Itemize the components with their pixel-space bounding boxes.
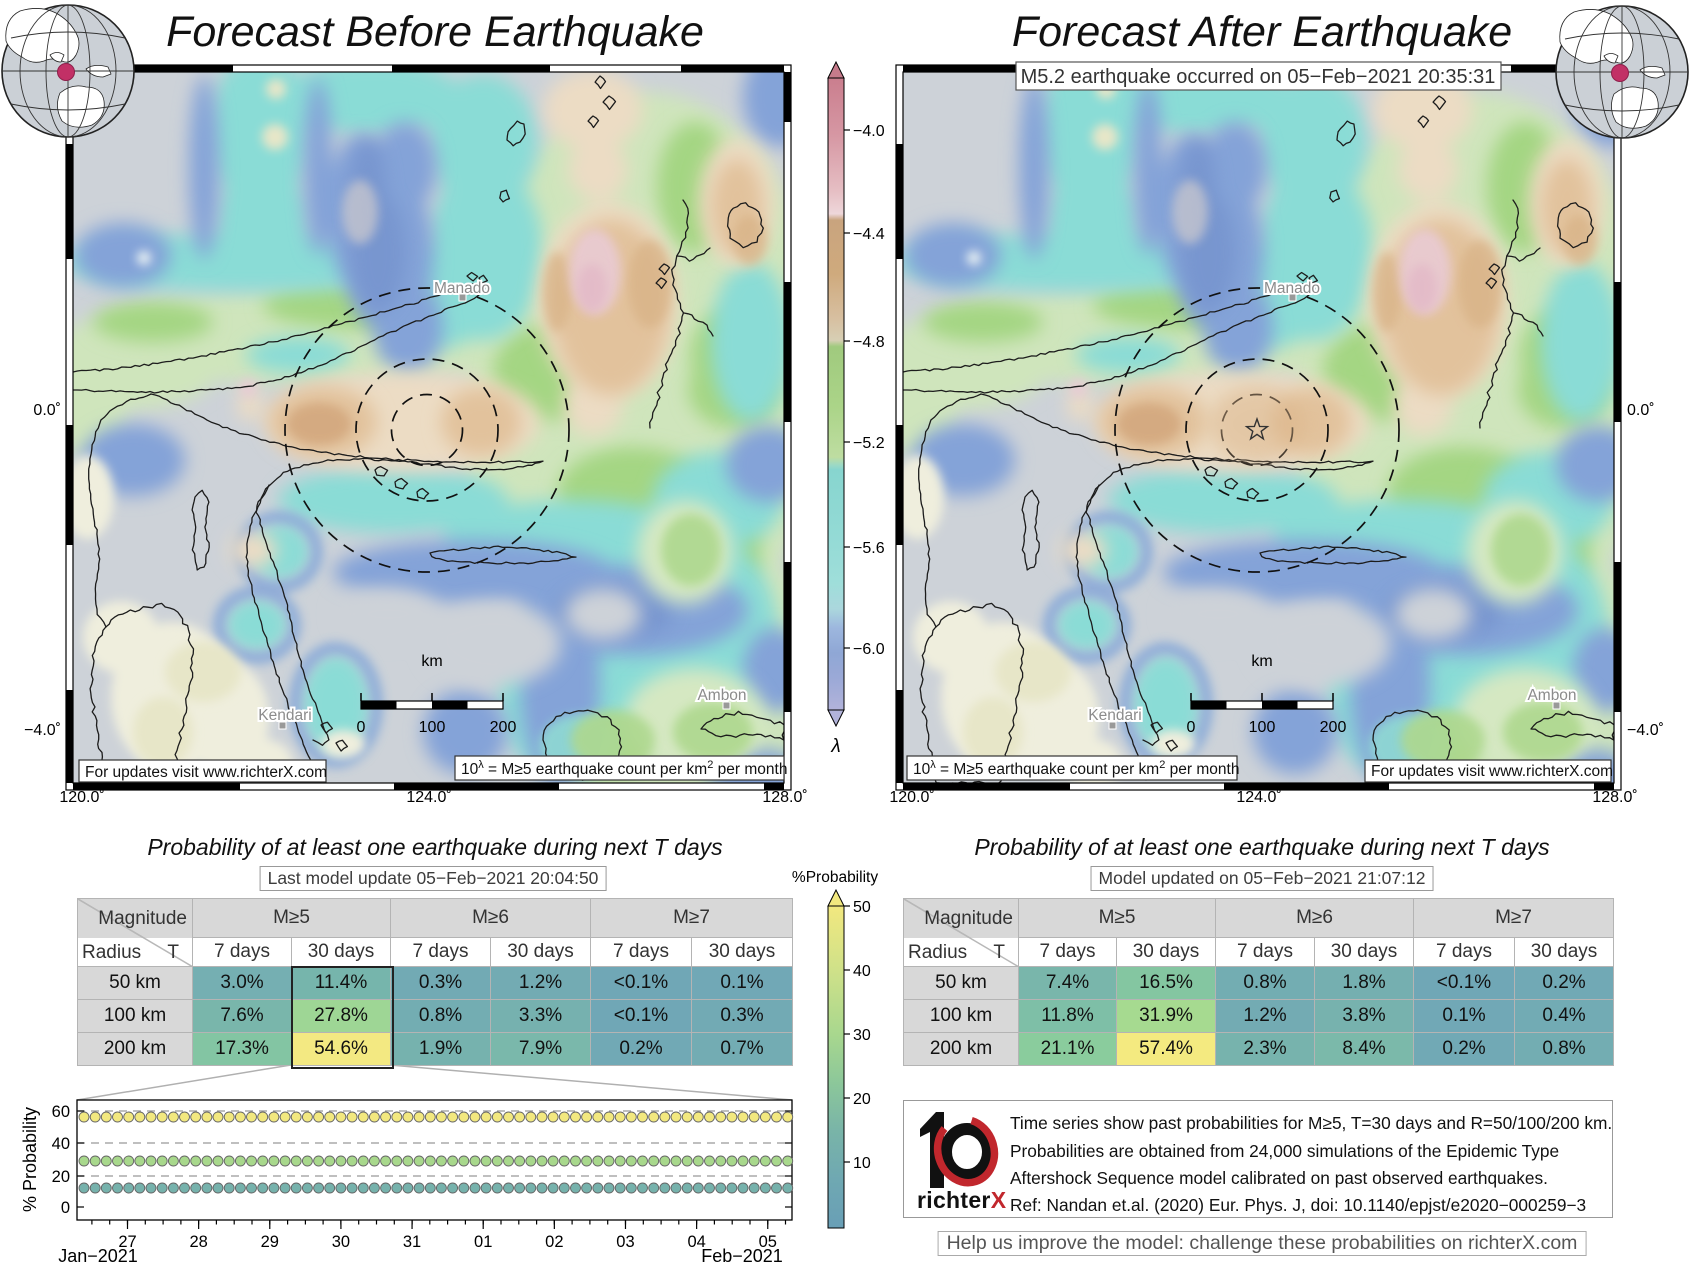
svg-text:−6.0: −6.0 [853,641,885,658]
svg-text:30: 30 [853,1027,871,1044]
svg-text:−4.4: −4.4 [853,226,885,243]
svg-text:10λ = M≥5 earthquake count per: 10λ = M≥5 earthquake count per km2 per m… [913,759,1239,778]
svg-text:0.0˚: 0.0˚ [1627,402,1655,419]
svg-text:−5.2: −5.2 [853,435,885,452]
svg-text:01: 01 [474,1233,492,1251]
svg-text:20: 20 [52,1168,70,1186]
svg-text:0: 0 [61,1199,70,1217]
svg-text:50: 50 [853,899,871,916]
svg-text:−4.0: −4.0 [853,123,885,140]
svg-text:%Probability: %Probability [792,869,878,886]
svg-text:Aftershock Sequence model cali: Aftershock Sequence model calibrated on … [1010,1168,1548,1188]
svg-text:124.0˚: 124.0˚ [1236,789,1281,806]
svg-text:Feb−2021: Feb−2021 [701,1246,783,1266]
svg-text:40: 40 [853,963,871,980]
svg-text:For updates visit www.richterX: For updates visit www.richterX.com [85,764,327,781]
svg-text:27: 27 [118,1233,136,1251]
svg-text:30: 30 [332,1233,350,1251]
svg-text:Probabilities are obtained fro: Probabilities are obtained from 24,000 s… [1010,1141,1559,1161]
svg-text:Ref: Nandan et.al. (2020) Eur.: Ref: Nandan et.al. (2020) Eur. Phys. J, … [1010,1195,1586,1215]
svg-text:richterX: richterX [917,1187,1007,1213]
svg-text:05: 05 [759,1233,777,1251]
svg-text:−4.0˚: −4.0˚ [24,722,61,739]
svg-text:03: 03 [616,1233,634,1251]
svg-text:−5.6: −5.6 [853,540,885,557]
svg-text:For updates visit www.richterX: For updates visit www.richterX.com [1371,763,1613,780]
svg-text:128.0˚: 128.0˚ [1592,789,1637,806]
svg-text:29: 29 [261,1233,279,1251]
svg-text:124.0˚: 124.0˚ [406,789,451,806]
svg-text:60: 60 [52,1103,70,1121]
svg-text:31: 31 [403,1233,421,1251]
svg-text:Jan−2021: Jan−2021 [58,1246,138,1266]
svg-text:20: 20 [853,1091,871,1108]
svg-text:40: 40 [52,1135,70,1153]
svg-text:0.0˚: 0.0˚ [33,402,61,419]
svg-text:10λ = M≥5 earthquake count per: 10λ = M≥5 earthquake count per km2 per m… [461,759,787,778]
svg-text:128.0˚: 128.0˚ [762,789,807,806]
svg-text:120.0˚: 120.0˚ [59,789,104,806]
svg-text:λ: λ [830,736,840,757]
svg-text:02: 02 [545,1233,563,1251]
svg-text:Time series show past probabil: Time series show past probabilities for … [1010,1113,1612,1133]
svg-text:−4.0˚: −4.0˚ [1627,722,1664,739]
svg-text:10: 10 [853,1155,871,1172]
svg-text:120.0˚: 120.0˚ [889,789,934,806]
svg-text:−4.8: −4.8 [853,334,885,351]
svg-text:M5.2 earthquake occurred on 05: M5.2 earthquake occurred on 05−Feb−2021 … [1021,66,1496,88]
svg-text:28: 28 [189,1233,207,1251]
svg-text:04: 04 [687,1233,705,1251]
